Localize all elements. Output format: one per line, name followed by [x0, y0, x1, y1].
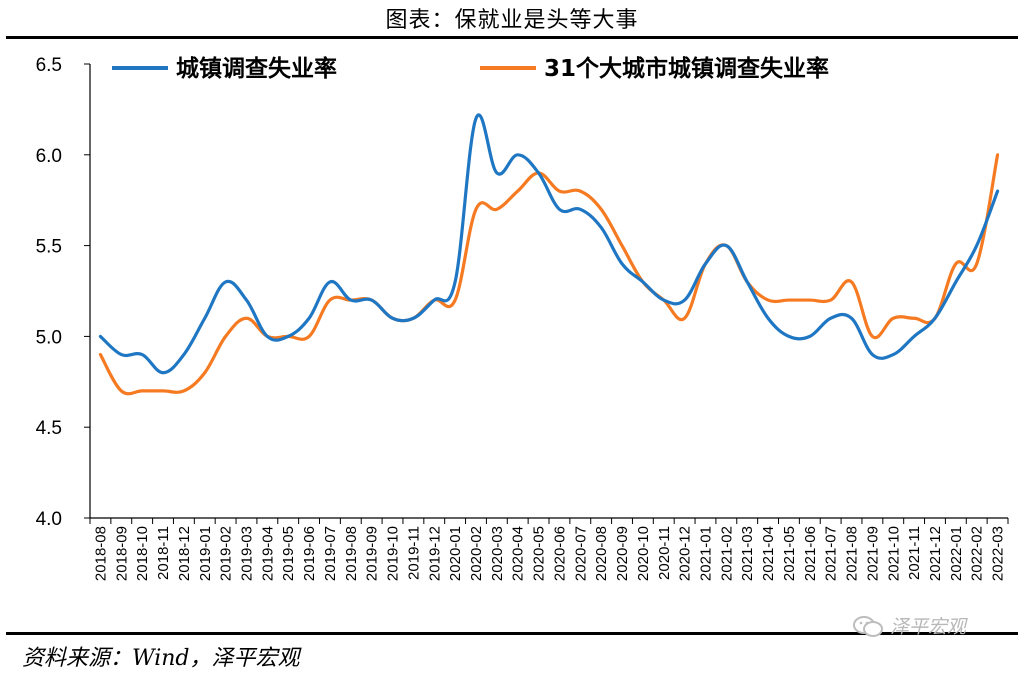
y-tick-label: 4.0 [36, 509, 62, 530]
x-tick-label: 2021-01 [697, 526, 714, 581]
x-tick-label: 2019-05 [280, 526, 297, 581]
series-line-0 [98, 113, 1000, 375]
y-tick-label: 5.5 [36, 237, 62, 258]
x-tick-label: 2018-10 [134, 526, 151, 581]
x-tick-label: 2021-11 [906, 526, 923, 580]
x-tick-label: 2020-09 [614, 526, 631, 581]
x-tick-label: 2021-12 [927, 526, 944, 581]
x-tick-label: 2020-11 [656, 526, 673, 580]
x-tick-label: 2021-02 [718, 526, 735, 581]
y-tick-label: 6.5 [36, 55, 62, 76]
x-tick-label: 2019-03 [238, 526, 255, 581]
source-note: 资料来源：Wind，泽平宏观 [22, 646, 300, 671]
x-tick-label: 2018-12 [176, 526, 193, 581]
series-line-1 [98, 153, 1000, 396]
x-tick-label: 2020-12 [677, 526, 694, 581]
x-tick-label: 2019-08 [343, 526, 360, 581]
y-tick-label: 4.5 [36, 418, 62, 439]
x-tick-label: 2022-02 [969, 526, 986, 581]
x-tick-label: 2019-02 [218, 526, 235, 581]
x-tick-label: 2021-10 [885, 526, 902, 581]
x-tick-label: 2019-12 [426, 526, 443, 581]
y-tick-label: 6.0 [36, 146, 62, 167]
x-tick-label: 2018-09 [113, 526, 130, 581]
chart-title: 图表：保就业是头等大事 [385, 8, 639, 33]
x-tick-label: 2021-03 [739, 526, 756, 581]
x-tick-label: 2020-06 [551, 526, 568, 581]
series-layer [98, 113, 1000, 396]
x-tick-label: 2021-05 [781, 526, 798, 581]
x-tick-label: 2021-09 [864, 526, 881, 581]
x-tick-label: 2022-01 [948, 526, 965, 581]
x-tick-label: 2020-04 [510, 526, 527, 581]
wechat-icon [853, 615, 883, 637]
x-tick-label: 2019-01 [197, 526, 214, 581]
x-tick-label: 2019-07 [322, 526, 339, 581]
watermark-text: 泽平宏观 [890, 616, 967, 638]
legend-label-0: 城镇调查失业率 [176, 55, 337, 82]
y-tick-label: 5.0 [36, 327, 62, 348]
x-tick-label: 2020-02 [468, 526, 485, 581]
watermark: 泽平宏观 [852, 612, 966, 639]
x-tick-label: 2022-03 [990, 526, 1007, 581]
x-tick-label: 2020-05 [531, 526, 548, 581]
x-tick-label: 2019-11 [405, 526, 422, 580]
x-tick-label: 2019-09 [364, 526, 381, 581]
x-tick-label: 2020-01 [447, 526, 464, 581]
legend-label-1: 31个大城市城镇调查失业率 [544, 55, 829, 82]
x-tick-label: 2021-08 [844, 526, 861, 581]
x-tick-label: 2020-07 [572, 526, 589, 581]
x-tick-label: 2020-03 [489, 526, 506, 581]
x-tick-label: 2018-08 [92, 526, 109, 581]
x-tick-label: 2019-06 [301, 526, 318, 581]
x-tick-label: 2020-08 [593, 526, 610, 581]
x-tick-label: 2019-04 [259, 526, 276, 581]
x-tick-label: 2020-10 [635, 526, 652, 581]
bottom-rule [6, 632, 1018, 635]
x-tick-label: 2019-10 [385, 526, 402, 581]
x-tick-label: 2021-06 [802, 526, 819, 581]
x-tick-label: 2018-11 [155, 526, 172, 580]
top-rule [6, 36, 1018, 39]
x-tick-label: 2021-07 [823, 526, 840, 581]
legend: 城镇调查失业率 31个大城市城镇调查失业率 [112, 55, 829, 82]
x-tick-label: 2021-04 [760, 526, 777, 581]
